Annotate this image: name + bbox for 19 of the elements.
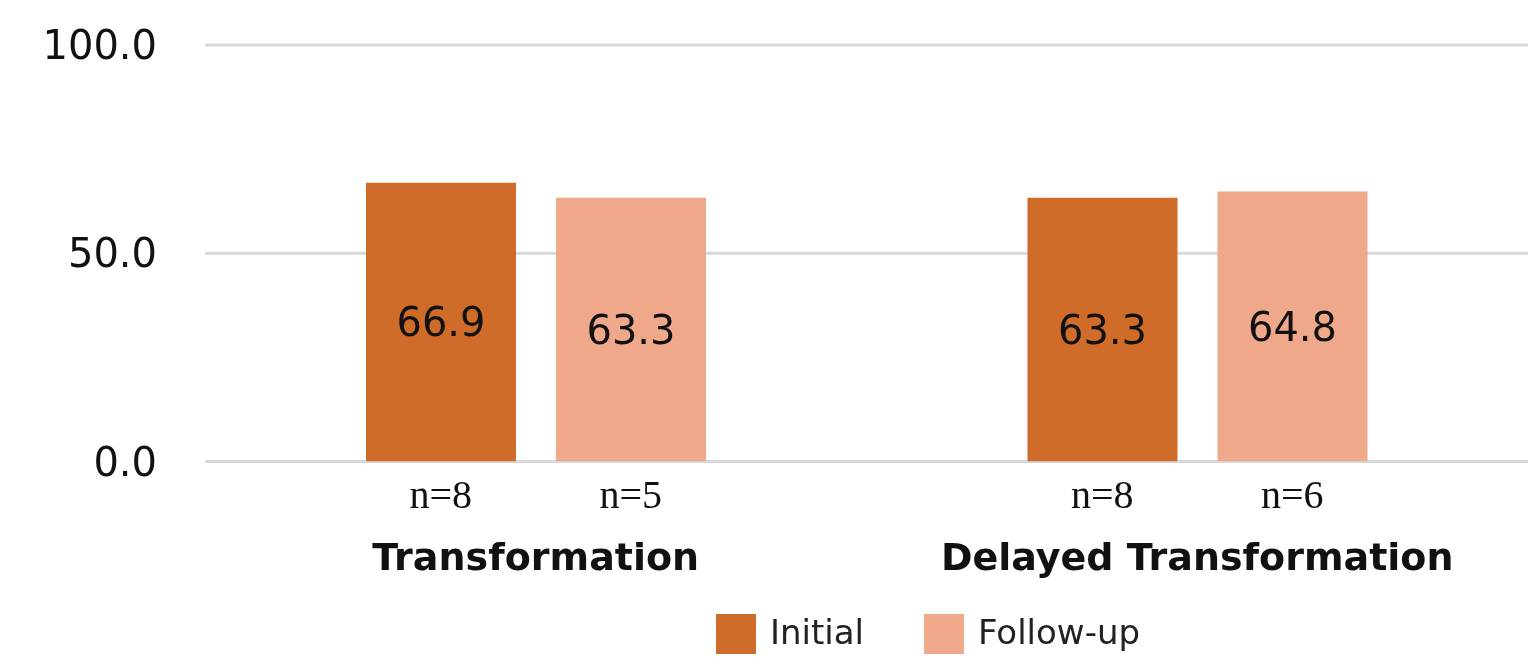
bar [1027,197,1178,462]
data-label: 64.8 [1247,303,1338,350]
text: n=8 [409,471,473,517]
text: n=6 [1260,471,1324,517]
x-tick-label: Transformation [372,534,700,579]
bar [556,197,706,462]
y-tick-label: 100.0 [42,22,157,69]
legend-label: Follow-up [978,611,1141,652]
legend-label: Initial [769,611,865,652]
text: n=5 [599,471,663,517]
bar [1217,191,1368,462]
data-label: 63.3 [1057,306,1148,353]
y-tick-label: 0.0 [93,438,157,485]
data-label: 66.9 [396,299,486,346]
y-tick-label: 50.0 [67,230,157,277]
bar [366,182,516,462]
x-tick-label: Delayed Transformation [940,534,1454,579]
text: n=8 [1070,471,1134,517]
data-label: 63.3 [586,306,676,353]
